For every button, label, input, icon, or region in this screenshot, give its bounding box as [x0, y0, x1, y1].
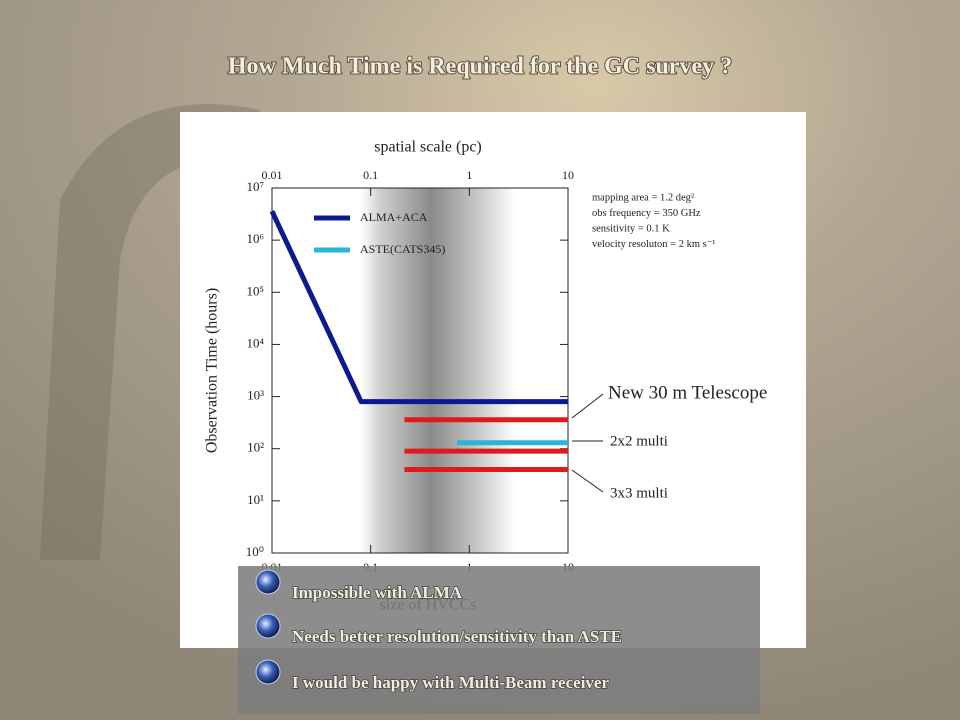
y-axis-label: Observation Time (hours)	[204, 288, 221, 453]
annotation: 2x2 multi	[610, 433, 668, 449]
y-tick-label: 10⁰	[246, 544, 264, 559]
info-text: sensitivity = 0.1 K	[592, 223, 670, 234]
bullet-text: Impossible with ALMA	[292, 583, 463, 602]
plot-frame	[271, 187, 569, 554]
info-text: obs frequency = 350 GHz	[592, 208, 701, 219]
info-text: velocity resoluton = 2 km s⁻¹	[592, 239, 715, 250]
slide-title: How Much Time is Required for the GC sur…	[228, 54, 732, 80]
bullet-icon	[255, 659, 281, 685]
bullet-icon	[255, 613, 281, 639]
legend-label: ASTE(CATS345)	[360, 242, 445, 256]
y-tick-label: 10⁶	[246, 231, 264, 246]
y-tick-label: 10³	[247, 388, 264, 403]
background-figure	[40, 104, 260, 560]
y-tick-label: 10⁷	[246, 179, 264, 194]
bullet-list: Impossible with ALMA Needs better resolut…	[255, 569, 623, 693]
legend-label: ALMA+ACA	[360, 210, 428, 224]
series-line	[269, 210, 568, 405]
bullet-text: I would be happy with Multi-Beam receive…	[292, 673, 609, 692]
shaded-band	[361, 188, 517, 553]
y-tick-label: 10¹	[247, 492, 264, 507]
bullet-icon	[255, 569, 281, 595]
bullet-box	[238, 566, 760, 714]
annotation-pointer	[571, 469, 604, 493]
y-tick-label: 10⁴	[246, 335, 264, 350]
y-tick-label: 10⁵	[246, 283, 264, 298]
top-axis-label: spatial scale (pc)	[374, 139, 482, 156]
x-tick-label-top: 10	[562, 168, 574, 182]
x-tick-label-top: 1	[466, 168, 472, 182]
bullet-text: Needs better resolution/sensitivity than…	[292, 627, 622, 646]
x-tick-label-top: 0.01	[262, 168, 283, 182]
annotation: 3x3 multi	[610, 485, 668, 501]
annotation-pointer	[571, 393, 604, 419]
annotation: New 30 m Telescope	[608, 382, 767, 403]
info-text: mapping area = 1.2 deg²	[592, 192, 694, 203]
x-tick-label-top: 0.1	[363, 168, 378, 182]
chart: 0.010.010.10.111101010⁰10¹10²10³10⁴10⁵10…	[204, 139, 768, 614]
y-tick-label: 10²	[247, 440, 264, 455]
